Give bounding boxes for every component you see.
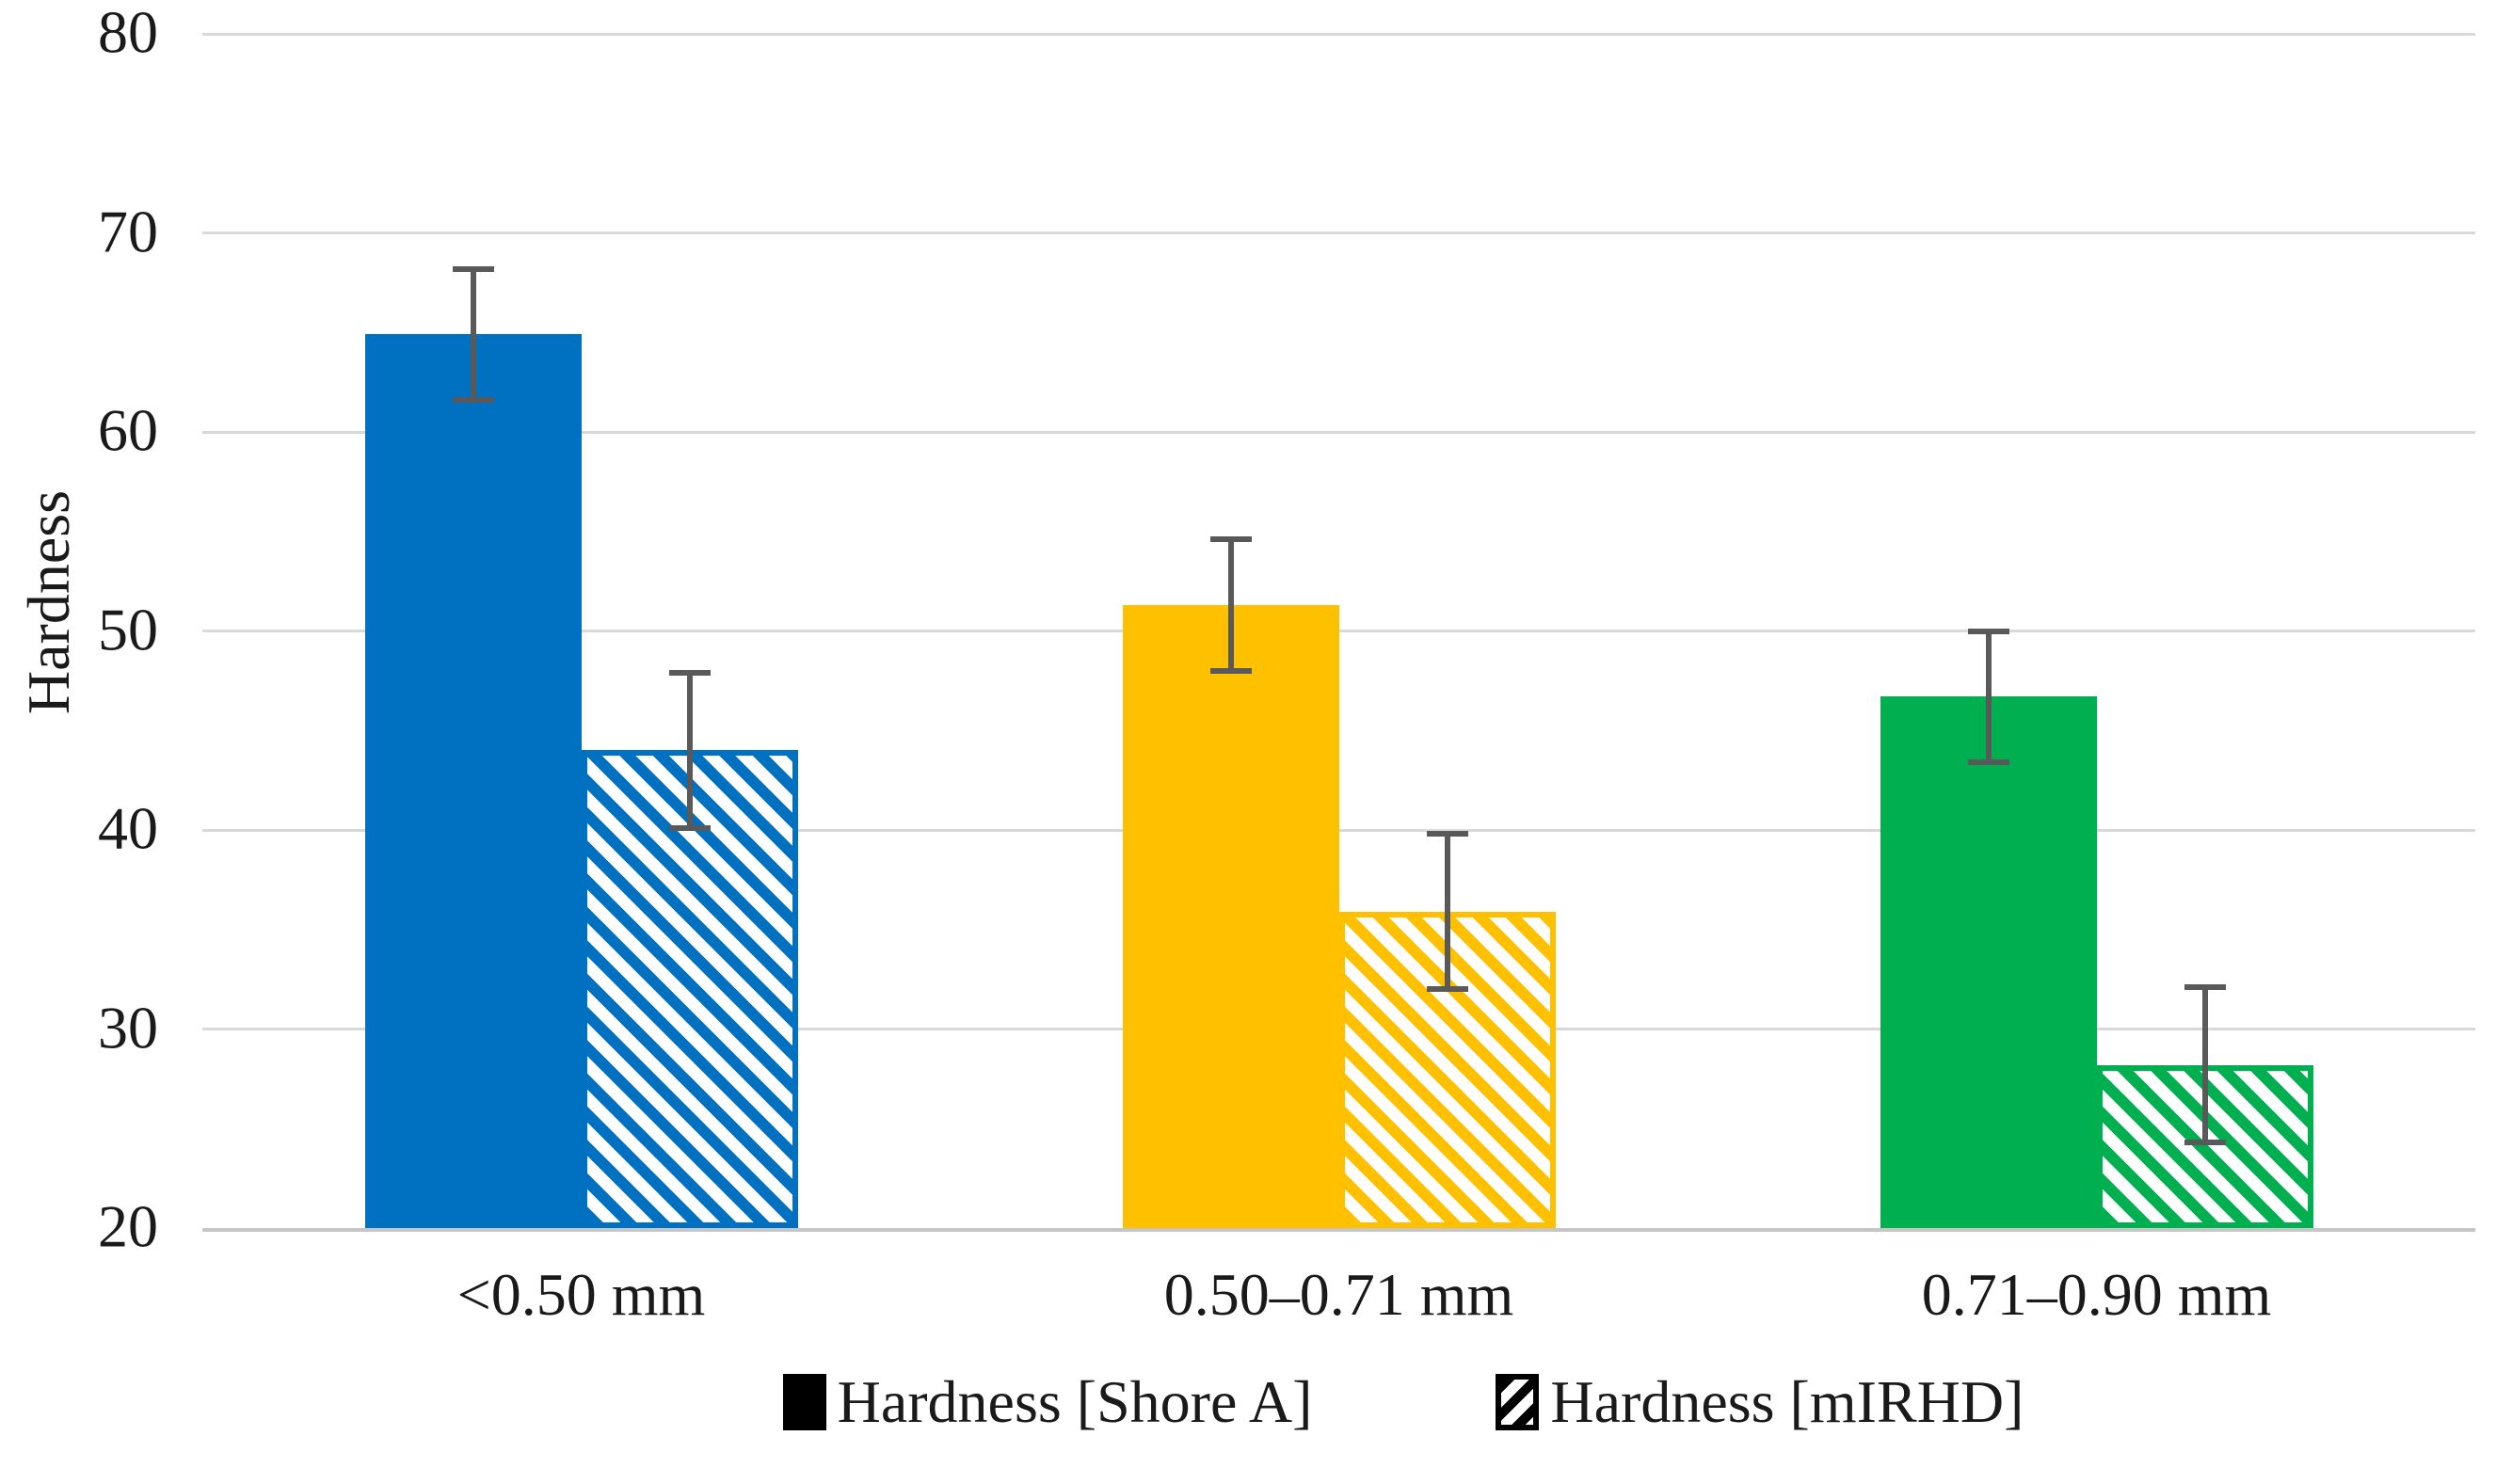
error-bar-hatched-group-2 (2184, 984, 2226, 1146)
error-bar-cap (1967, 759, 2009, 766)
gridline-80 (202, 32, 2475, 36)
y-axis: 20 30 40 50 60 70 80 (0, 2, 158, 1256)
error-bar-line (470, 268, 476, 401)
error-bar-line (686, 672, 693, 828)
error-bar-cap (1209, 667, 1252, 674)
error-bar-hatched-group-1 (1426, 831, 1468, 993)
legend-item-hatched: Hardness [mIRHD] (1496, 1372, 2024, 1432)
error-bar-cap (2184, 1140, 2226, 1146)
y-tick-label-40: 40 (98, 794, 158, 862)
error-bar-cap (452, 397, 494, 404)
y-tick-label-20: 20 (98, 1192, 158, 1260)
error-bar-solid-group-1 (1209, 536, 1252, 674)
x-tick-label-group-0: <0.50 mm (456, 1261, 706, 1328)
x-tick-label-group-2: 0.71–0.90 mm (1921, 1261, 2272, 1328)
gridline-70 (202, 231, 2475, 234)
legend-label-0: Hardness [Shore A] (837, 1368, 1313, 1435)
x-tick-label-group-1: 0.50–0.71 mm (1163, 1261, 1514, 1328)
error-bar-cap (668, 824, 711, 831)
gridline-60 (202, 430, 2475, 434)
x-axis: <0.50 mm 0.50–0.71 mm 0.71–0.90 mm (202, 1261, 2475, 1347)
legend-swatch-hatched-black (1496, 1374, 1540, 1430)
error-bar-solid-group-0 (452, 265, 494, 404)
error-bar-line (1985, 630, 1992, 763)
legend-label-1: Hardness [mIRHD] (1550, 1368, 2024, 1435)
bar-solid-group-2 (1880, 696, 2097, 1228)
y-tick-label-70: 70 (98, 198, 158, 265)
error-bar-line (2201, 987, 2208, 1143)
error-bar-cap (1426, 986, 1468, 993)
y-tick-label-30: 30 (98, 994, 158, 1061)
error-bar-line (1444, 834, 1450, 990)
legend: Hardness [Shore A] Hardness [mIRHD] (155, 1372, 2496, 1432)
bar-solid-group-0 (364, 334, 582, 1228)
plot-area (202, 32, 2475, 1232)
error-bar-hatched-group-0 (668, 669, 711, 831)
y-tick-label-80: 80 (98, 0, 158, 66)
bar-solid-group-1 (1122, 605, 1339, 1228)
y-tick-label-60: 60 (98, 396, 158, 464)
error-bar-line (1227, 539, 1234, 671)
legend-item-solid: Hardness [Shore A] (782, 1368, 1313, 1435)
legend-swatch-solid-black (782, 1374, 826, 1430)
gridline-50 (202, 630, 2475, 632)
y-tick-label-50: 50 (98, 596, 158, 663)
gridline-40 (202, 828, 2475, 832)
error-bar-solid-group-2 (1967, 628, 2009, 766)
